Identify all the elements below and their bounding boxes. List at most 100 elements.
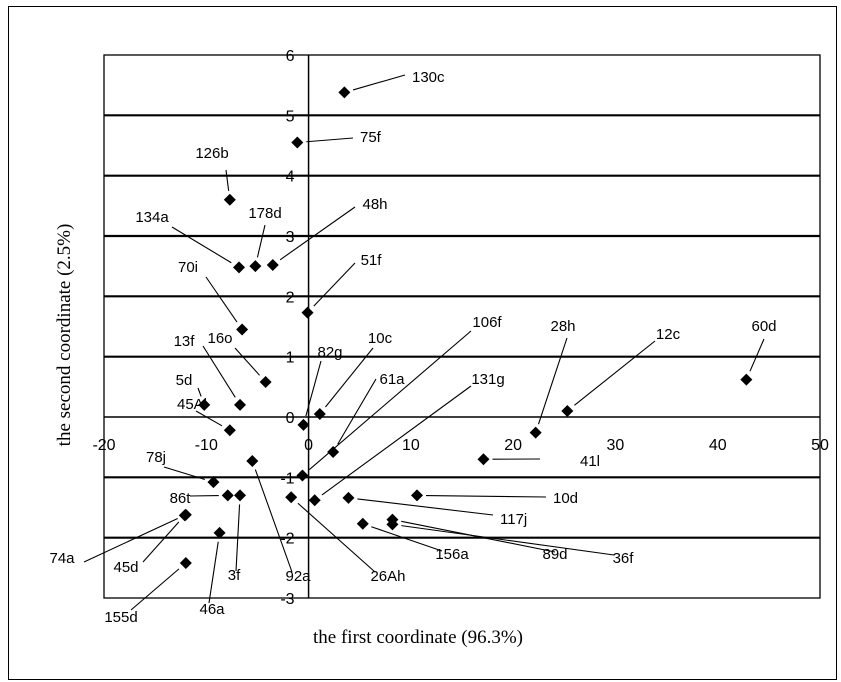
data-point (410, 489, 423, 502)
axes (103, 54, 821, 599)
data-point (740, 373, 753, 386)
point-label: 89d (542, 546, 567, 563)
data-point (178, 509, 191, 522)
data-point (297, 418, 310, 431)
x-tick-label: 10 (402, 437, 420, 454)
point-label: 45Al (177, 396, 207, 413)
leader-line (305, 360, 322, 417)
point-label: 156a (435, 546, 469, 563)
data-point (296, 469, 309, 482)
label-leaders (83, 74, 765, 611)
point-label: 10c (368, 330, 393, 347)
leader-line (401, 525, 615, 556)
leader-line (83, 518, 178, 563)
data-point (234, 489, 247, 502)
y-tick-label: 2 (286, 289, 295, 306)
leader-line (325, 347, 374, 408)
data-point (342, 491, 355, 504)
gridlines (104, 114, 820, 539)
y-tick-label: -2 (280, 531, 294, 548)
point-label: 86t (170, 490, 192, 507)
point-label: 26Ah (370, 568, 405, 585)
data-point (561, 404, 574, 417)
leader-line (205, 276, 238, 323)
data-point (338, 86, 351, 99)
y-tick-label: 3 (286, 229, 295, 246)
y-tick-label: 6 (286, 48, 295, 65)
data-point (236, 323, 249, 336)
leader-line (171, 226, 232, 264)
x-tick-label: 20 (504, 437, 522, 454)
point-label: 155d (104, 609, 137, 626)
data-point (234, 398, 247, 411)
leader-line (749, 338, 765, 372)
point-label: 131g (471, 371, 504, 388)
leader-line (130, 568, 180, 611)
leader-line (254, 469, 293, 573)
point-label: 12c (656, 326, 681, 343)
leader-line (195, 410, 223, 427)
leader-line (308, 330, 472, 471)
point-label: 13f (174, 333, 196, 350)
leader-line (371, 526, 443, 552)
data-point (207, 476, 220, 489)
data-point (285, 491, 298, 504)
leader-line (337, 378, 377, 445)
point-label: 130c (412, 69, 445, 86)
leader-line (234, 347, 260, 376)
leader-line (197, 387, 202, 397)
leader-line (425, 494, 547, 498)
x-tick-label: -20 (92, 437, 115, 454)
data-point (259, 376, 272, 389)
point-label: 46a (199, 601, 225, 618)
point-label: 45d (113, 559, 138, 576)
data-point (327, 445, 340, 458)
point-label: 74a (49, 550, 75, 567)
data-point (356, 517, 369, 530)
leader-line (297, 502, 376, 573)
y-tick-label: 0 (286, 410, 295, 427)
x-tick-label: 40 (709, 437, 727, 454)
y-tick-label: 5 (286, 108, 295, 125)
data-point (301, 306, 314, 319)
point-label: 10d (553, 490, 578, 507)
data-point (223, 193, 236, 206)
point-label: 16o (207, 330, 232, 347)
leader-line (279, 206, 356, 261)
point-label: 70i (178, 259, 198, 276)
leader-line (142, 521, 180, 563)
point-label: 51f (361, 252, 383, 269)
leader-line (537, 337, 568, 425)
leader-line (306, 137, 354, 143)
point-label: 60d (751, 318, 776, 335)
point-label: 117j (500, 511, 527, 528)
y-tick-label: 1 (286, 350, 295, 367)
x-tick-label: 50 (811, 437, 829, 454)
data-point (233, 261, 246, 274)
y-tick-label: -1 (280, 470, 294, 487)
leader-line (357, 498, 494, 516)
point-label: 126b (195, 145, 228, 162)
leader-line (352, 74, 406, 91)
leader-line (163, 466, 206, 481)
point-label: 5d (176, 372, 193, 389)
data-point (477, 453, 490, 466)
point-label: 48h (362, 196, 387, 213)
x-tick-label: 0 (304, 437, 313, 454)
x-axis-title: the first coordinate (96.3%) (313, 627, 523, 648)
point-label: 92a (285, 568, 311, 585)
x-tick-label: 30 (607, 437, 625, 454)
data-point (529, 426, 542, 439)
data-point (221, 489, 234, 502)
point-label: 134a (135, 209, 169, 226)
data-point (213, 526, 226, 539)
leader-line (313, 262, 356, 307)
leader-line (321, 385, 472, 496)
data-point (179, 557, 192, 570)
data-point (308, 494, 321, 507)
figure-border (8, 6, 837, 680)
leader-line (202, 345, 236, 398)
point-label: 36f (613, 550, 635, 567)
